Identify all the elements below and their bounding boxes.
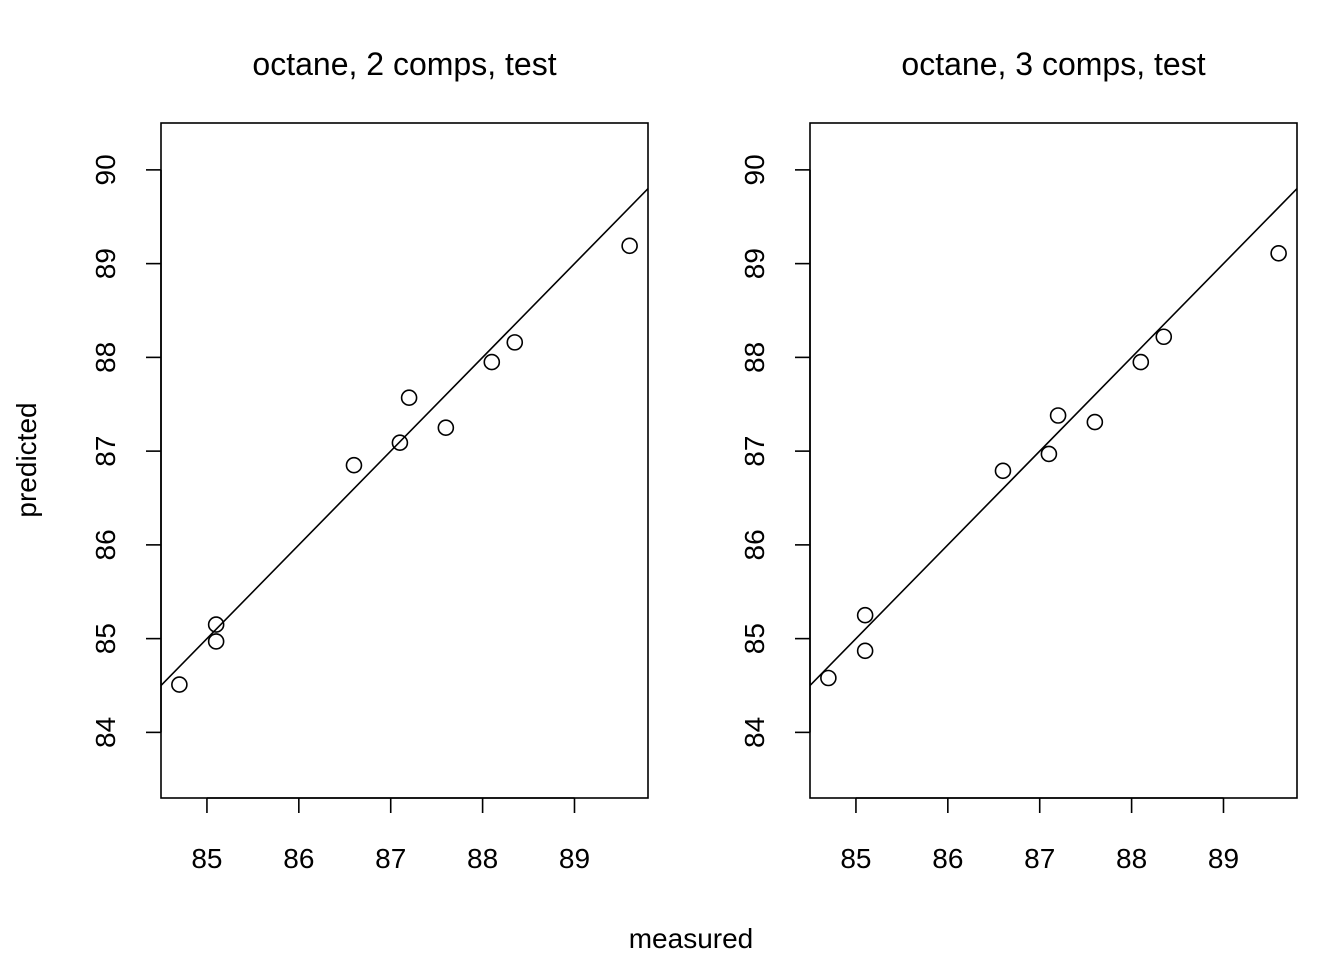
x-tick-label: 85 [191,843,222,874]
y-tick-label: 90 [739,154,770,185]
data-point [1040,445,1058,463]
data-point [1049,407,1067,424]
y-tick-label: 89 [90,248,121,279]
x-tick-label: 87 [1024,843,1055,874]
data-point [437,419,455,436]
y-tick-label: 86 [739,529,770,560]
data-point [506,334,524,351]
data-point [820,669,837,687]
data-point [1270,245,1287,262]
x-tick-label: 89 [559,843,590,874]
data-point [994,462,1012,480]
x-tick-label: 85 [840,843,871,874]
plot-frame [160,122,649,799]
y-tick-label: 85 [90,623,121,654]
chart-panel-1: octane, 2 comps, test 85 86 87 88 89 84 85 86 87 8… [90,46,649,874]
data-point [1086,413,1104,431]
x-tick-label: 87 [375,843,406,874]
y-tick-label: 87 [739,436,770,467]
y-tick-label: 89 [739,248,770,279]
x-tick-label: 86 [283,843,314,874]
y-tick-label: 88 [739,342,770,373]
x-tick-label: 86 [932,843,963,874]
reference-line [161,187,648,687]
data-point [345,456,363,474]
y-axis-title: predicted [11,402,42,517]
x-tick-label: 88 [1116,843,1147,874]
y-tick-label: 85 [739,623,770,654]
y-tick-label: 86 [90,529,121,560]
y-tick-label: 90 [90,154,121,185]
data-point [856,642,874,660]
data-point [621,237,638,255]
chart-title: octane, 3 comps, test [901,46,1205,82]
data-point [207,616,225,633]
reference-line [810,187,1297,687]
data-point [1155,328,1173,346]
data-point [391,434,409,451]
data-point [1132,353,1150,371]
data-point [856,606,874,624]
y-tick-label: 84 [90,717,121,748]
x-axis-title: measured [629,923,754,954]
data-point [207,633,225,650]
y-tick-label: 84 [739,717,770,748]
data-point [400,389,418,406]
chart-panel-2: octane, 3 comps, test 85 86 87 88 89 84 85 86 87 8… [739,46,1298,874]
data-point [171,676,188,693]
data-point [483,353,501,371]
y-tick-label: 87 [90,436,121,467]
x-tick-label: 89 [1208,843,1239,874]
x-tick-label: 88 [467,843,498,874]
chart-title: octane, 2 comps, test [252,46,556,82]
y-tick-label: 88 [90,342,121,373]
